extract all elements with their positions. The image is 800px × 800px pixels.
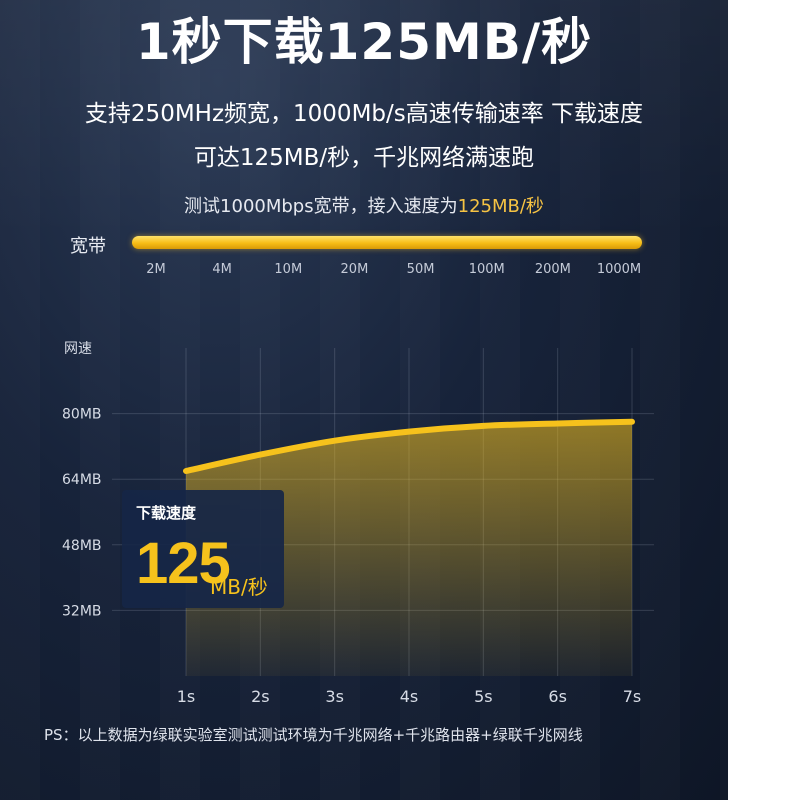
x-tick-label: 3s [325,687,344,706]
bandwidth-tick: 1000M [596,262,642,277]
bandwidth-tick: 10M [274,262,303,277]
bandwidth-tick: 20M [340,262,369,277]
footnote: PS：以上数据为绿联实验室测试测试环境为千兆网络+千兆路由器+绿联千兆网线 [44,726,583,744]
x-tick-label: 7s [623,687,642,706]
y-tick-label: 48MB [62,538,102,554]
bandwidth-tick: 50M [406,262,435,277]
speed-line [183,418,635,474]
y-axis-label: 网速 [64,341,92,357]
x-tick-label: 6s [548,687,567,706]
download-speed-unit: MB/秒 [210,575,268,599]
x-tick-label: 5s [474,687,493,706]
bandwidth-caption: 测试1000Mbps宽带，接入速度为125MB/秒 [0,192,728,218]
subtitle-line-2: 可达125MB/秒，千兆网络满速跑 [193,145,535,171]
y-tick-label: 80MB [62,407,102,423]
x-tick-label: 4s [400,687,419,706]
bandwidth-bar [132,236,642,249]
x-tick-label: 1s [177,687,196,706]
bandwidth-label: 宽带 [70,236,106,257]
bandwidth-tick: 4M [212,262,232,277]
y-tick-label: 32MB [62,603,102,619]
bandwidth-tick: 2M [146,262,166,277]
y-tick-label: 64MB [62,472,102,488]
main-title: 1秒下载125MB/秒 [135,13,593,71]
bandwidth-tick: 200M [534,262,571,277]
subtitle-line-1: 支持250MHz频宽，1000Mb/s高速传输速率 下载速度 [84,101,644,127]
speed-chart: 网速 32MB 48MB 64MB 80MB 1s 2s 3s 4s 5s 6s 7s [62,341,642,706]
download-speed-value: 125 [136,531,231,596]
product-banner: 1秒下载125MB/秒 支持250MHz频宽，1000Mb/s高速传输速率 下载… [0,0,728,800]
bandwidth-tick: 100M [468,262,505,277]
bandwidth-caption-prefix: 测试1000Mbps宽带，接入速度为 [184,196,458,217]
download-speed-title: 下载速度 [136,504,197,522]
speed-area [186,421,632,676]
bandwidth-caption-highlight: 125MB/秒 [457,196,544,217]
download-speed-card [122,490,284,608]
x-tick-label: 2s [251,687,270,706]
